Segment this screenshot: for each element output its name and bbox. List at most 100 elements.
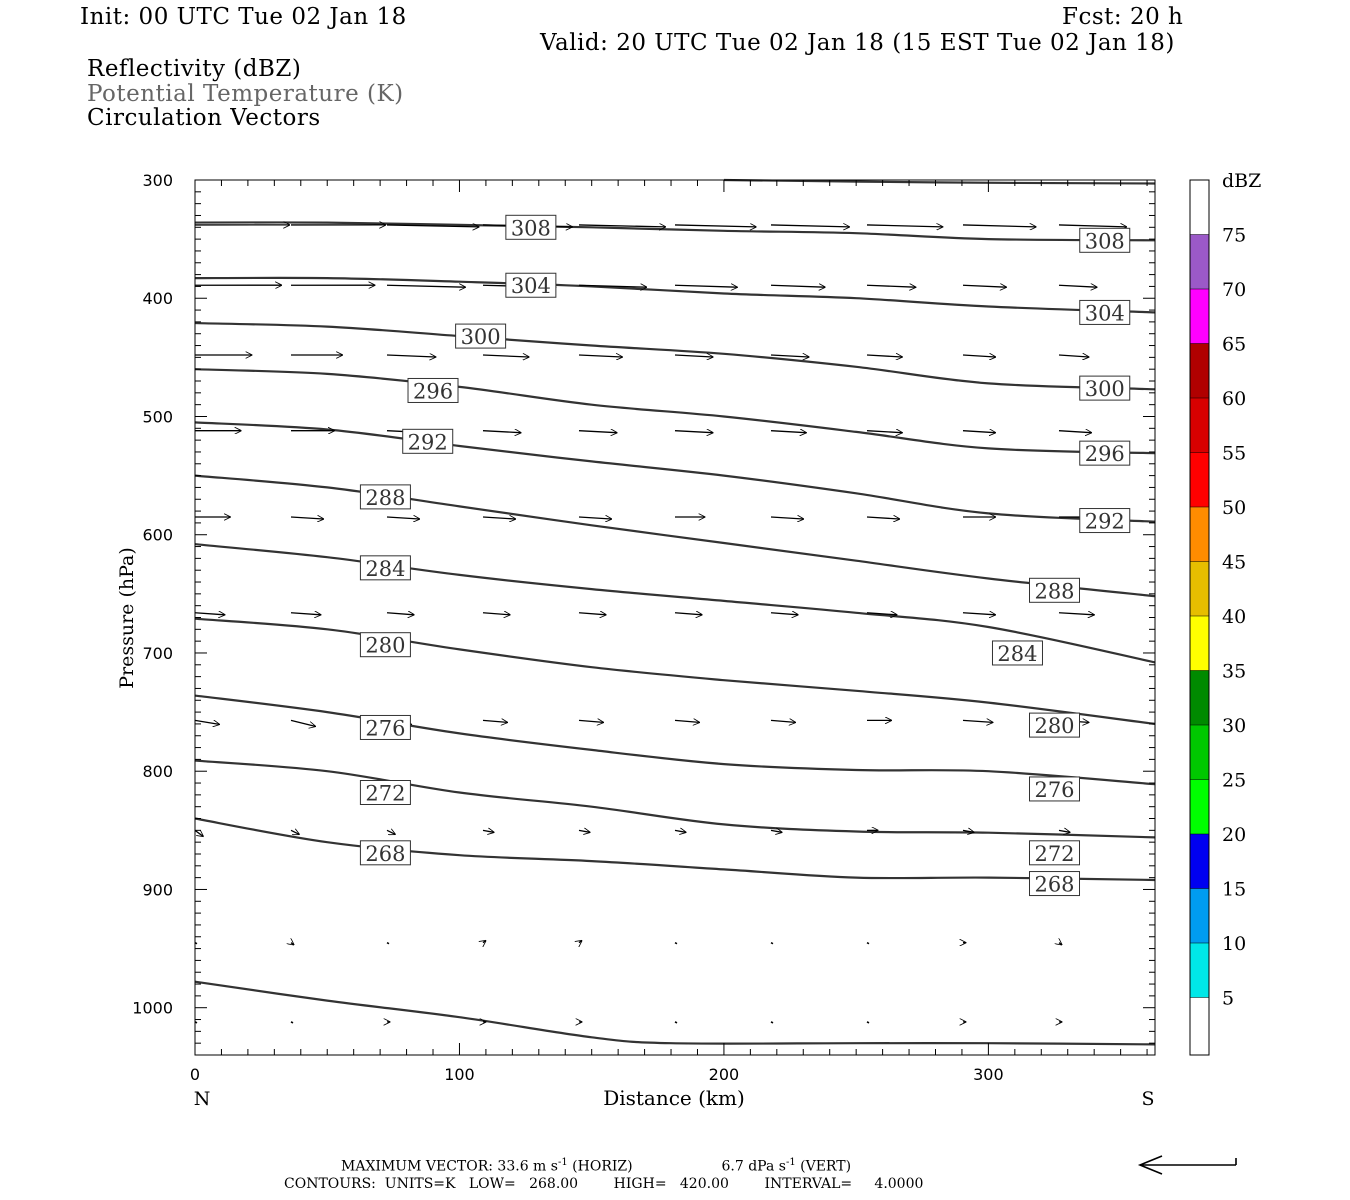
circulation-vector xyxy=(674,1021,678,1024)
contour-label-box xyxy=(1079,375,1131,401)
contour-label-text: 272 xyxy=(365,782,405,806)
circulation-vector xyxy=(770,830,782,832)
field-label-reflectivity: Reflectivity (dBZ) xyxy=(87,56,302,82)
circulation-vector xyxy=(770,285,825,287)
circulation-vector xyxy=(578,431,617,433)
contour-label: 272 xyxy=(1029,840,1081,866)
contour-label: 284 xyxy=(359,555,411,581)
contour-label: 280 xyxy=(359,632,411,658)
circulation-vector xyxy=(386,517,419,519)
contour-label-box xyxy=(407,377,459,403)
contour-label: 292 xyxy=(1079,508,1131,534)
contour-label: 280 xyxy=(1029,712,1081,738)
contour-label-box xyxy=(455,323,507,349)
circulation-vector xyxy=(674,285,737,287)
contour-label-box xyxy=(359,555,411,581)
circulation-vector xyxy=(1059,943,1062,945)
circulation-vector xyxy=(866,517,899,519)
circulation-vector xyxy=(482,720,507,722)
init-time-label: Init: 00 UTC Tue 02 Jan 18 xyxy=(80,4,407,30)
isentrope-304 xyxy=(194,276,1156,314)
isentrope-300 xyxy=(194,321,1156,391)
contour-label-box xyxy=(402,428,454,454)
colorbar-bin xyxy=(1190,779,1209,834)
contour-label-text: 296 xyxy=(1085,442,1125,466)
isentrope-unlabeled xyxy=(723,178,1156,185)
contour-label-text: 308 xyxy=(511,216,551,240)
circulation-vector xyxy=(482,613,510,615)
circulation-vector xyxy=(482,355,529,357)
contour-label: 284 xyxy=(991,640,1043,666)
circulation-vector xyxy=(483,941,486,943)
contour-label-box xyxy=(359,484,411,510)
circulation-vector xyxy=(962,720,993,722)
contour-label-text: 272 xyxy=(1034,842,1074,866)
circulation-vector xyxy=(674,830,686,832)
colorbar-label: 5 xyxy=(1222,988,1234,1010)
contour-label: 308 xyxy=(505,214,557,240)
isentrope-272 xyxy=(194,759,1156,839)
isentrope-layer xyxy=(194,178,1156,1046)
max-vert-suffix: (VERT) xyxy=(795,1158,852,1175)
colorbar-label: 20 xyxy=(1222,824,1246,846)
contour-label-box xyxy=(1029,776,1081,802)
colorbar-bin xyxy=(1190,561,1209,616)
contour-label-box xyxy=(1029,871,1081,897)
circulation-vector xyxy=(962,355,995,357)
max-horiz-suffix: (HORIZ) xyxy=(567,1158,633,1175)
colorbar-label: 15 xyxy=(1222,879,1246,901)
circulation-vector xyxy=(290,830,299,834)
circulation-vector xyxy=(386,225,479,227)
circulation-vector xyxy=(674,355,713,357)
circulation-vector xyxy=(579,941,582,943)
unit-exponent: -1 xyxy=(785,1157,796,1168)
colorbar-title: dBZ xyxy=(1222,170,1261,192)
contour-info-line: CONTOURS: UNITS=K LOW= 268.00 HIGH= 420.… xyxy=(284,1176,924,1192)
circulation-vector xyxy=(770,941,774,945)
contour-label-box xyxy=(1029,840,1081,866)
circulation-vector xyxy=(962,285,1006,287)
contour-label: 308 xyxy=(1079,227,1131,253)
circulation-vector xyxy=(770,431,806,433)
circulation-vector xyxy=(578,517,611,519)
x-tick-label: 200 xyxy=(709,1065,740,1084)
contour-label: 292 xyxy=(402,428,454,454)
contour-label-text: 296 xyxy=(413,379,453,403)
colorbar-frame xyxy=(1189,179,1210,1056)
forecast-hour-label: Fcst: 20 h xyxy=(1062,4,1184,30)
contour-label-text: 280 xyxy=(1034,714,1074,738)
contour-label: 300 xyxy=(1079,375,1131,401)
x-axis-label: Distance (km) xyxy=(603,1086,745,1110)
contour-label-box xyxy=(505,272,557,298)
colorbar-bin xyxy=(1190,616,1209,671)
contour-label: 296 xyxy=(407,377,459,403)
colorbar-label: 70 xyxy=(1222,279,1246,301)
max-vector-line: MAXIMUM VECTOR: 33.6 m s -1 (HORIZ) 6.7 d… xyxy=(341,1157,851,1175)
circulation-vector xyxy=(578,285,647,287)
circulation-vector xyxy=(290,613,321,615)
y-tick-label: 400 xyxy=(142,289,173,308)
max-vert-text: 6.7 dPa s xyxy=(721,1158,786,1175)
colorbar-bin xyxy=(1190,834,1209,889)
max-horiz-text: MAXIMUM VECTOR: 33.6 m s xyxy=(341,1158,558,1175)
isentrope-284 xyxy=(194,543,1156,664)
x-tick-label: 300 xyxy=(973,1065,1004,1084)
circulation-vector xyxy=(290,1021,294,1024)
colorbar-label: 65 xyxy=(1222,334,1246,356)
circulation-vector xyxy=(962,613,995,615)
colorbar-bin xyxy=(1190,180,1209,235)
circulation-vector xyxy=(866,285,916,287)
colorbar: 5 10 15 20 25 30 35 40 45 50 55 60 65 70 75 xyxy=(1189,179,1246,1056)
circulation-vector xyxy=(866,225,943,227)
circulation-vector xyxy=(1058,225,1127,227)
contour-label-box xyxy=(359,714,411,740)
contour-label-box xyxy=(1029,577,1081,603)
circulation-vector xyxy=(1058,285,1097,287)
circulation-vector xyxy=(1058,830,1070,832)
isentrope-288 xyxy=(194,474,1156,598)
circulation-vector xyxy=(1058,355,1089,357)
contour-label-text: 304 xyxy=(1085,301,1125,325)
colorbar-bin xyxy=(1190,343,1209,398)
isentrope-280 xyxy=(194,617,1156,725)
